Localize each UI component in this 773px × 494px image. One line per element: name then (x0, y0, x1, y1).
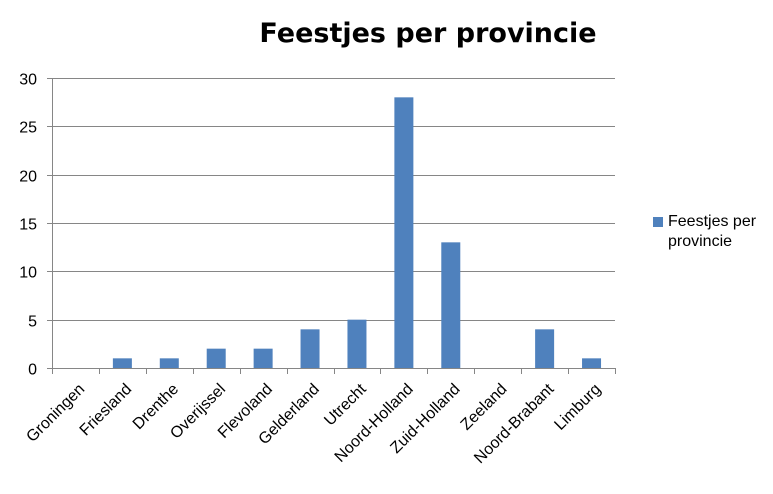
y-tick-label: 20 (19, 169, 37, 186)
y-tick-label: 15 (19, 217, 37, 234)
bar (441, 242, 461, 368)
y-tick-labels: 0 5 10 15 20 25 30 (19, 72, 37, 379)
chart-title: Feestjes per provincie (259, 18, 596, 49)
bars (112, 97, 602, 368)
x-category-label: Groningen (23, 381, 88, 446)
bar (535, 329, 555, 368)
y-tick-label: 25 (19, 120, 37, 137)
legend-label-line-1: Feestjes per (668, 213, 757, 230)
bar (159, 358, 179, 368)
legend: Feestjes per provincie (653, 213, 757, 250)
legend-swatch (653, 217, 663, 227)
bar (347, 319, 367, 368)
x-category-label: Friesland (77, 381, 136, 440)
bar (112, 358, 132, 368)
x-category-labels: GroningenFrieslandDrentheOverijsselFlevo… (23, 380, 604, 467)
legend-label-line-2: provincie (668, 233, 732, 250)
axes (52, 78, 615, 374)
x-category-label: Limburg (551, 381, 604, 434)
y-tick-label: 10 (19, 265, 37, 282)
bar (206, 348, 226, 368)
y-tick-label: 5 (28, 314, 37, 331)
bar (300, 329, 320, 368)
bar (394, 97, 414, 368)
bar (253, 348, 273, 368)
x-category-label: Noord-Brabant (471, 380, 558, 467)
bar (582, 358, 602, 368)
y-tick-label: 30 (19, 72, 37, 89)
y-tick-label: 0 (28, 362, 37, 379)
gridlines (47, 78, 616, 374)
